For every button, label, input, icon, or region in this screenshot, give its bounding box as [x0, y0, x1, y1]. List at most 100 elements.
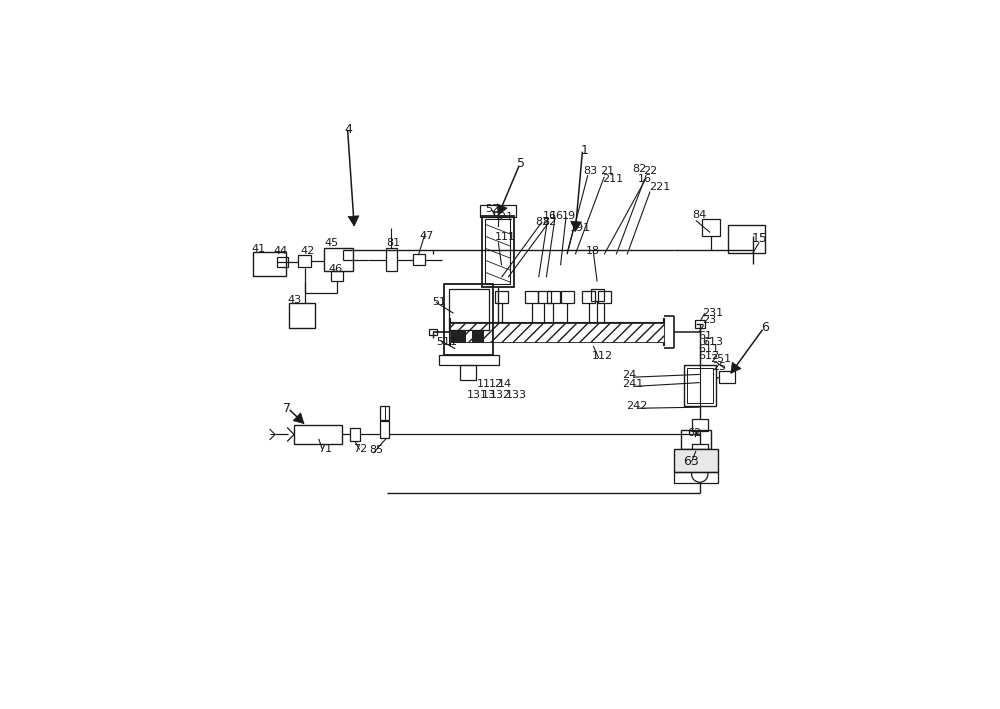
- Text: 511: 511: [436, 337, 457, 347]
- Polygon shape: [731, 362, 741, 374]
- Bar: [495, 291, 508, 303]
- Text: 85: 85: [369, 445, 384, 455]
- Text: 82: 82: [535, 217, 550, 227]
- Bar: [525, 291, 538, 303]
- Bar: [289, 303, 315, 328]
- Text: 612: 612: [698, 352, 719, 362]
- Bar: [451, 330, 466, 342]
- Bar: [386, 247, 397, 271]
- Text: 16: 16: [638, 174, 652, 184]
- Text: 4: 4: [344, 123, 352, 136]
- Bar: [692, 420, 708, 432]
- Text: 25: 25: [712, 362, 726, 372]
- Bar: [687, 367, 713, 403]
- Text: 111: 111: [495, 233, 516, 242]
- Bar: [482, 216, 514, 287]
- Bar: [472, 330, 484, 342]
- Text: 11: 11: [476, 379, 490, 389]
- Bar: [538, 291, 551, 303]
- Bar: [719, 372, 735, 384]
- Bar: [598, 291, 611, 303]
- Text: 131: 131: [467, 390, 488, 400]
- Text: 61: 61: [698, 330, 712, 341]
- Text: 84: 84: [693, 210, 707, 220]
- Text: 52: 52: [485, 204, 499, 214]
- Bar: [449, 289, 489, 330]
- Polygon shape: [497, 203, 507, 215]
- Bar: [695, 320, 705, 328]
- Text: 41: 41: [252, 245, 266, 255]
- Text: 6: 6: [761, 321, 769, 334]
- Text: 21: 21: [600, 166, 614, 176]
- Bar: [582, 291, 595, 303]
- Polygon shape: [571, 221, 582, 231]
- Text: 1: 1: [580, 144, 588, 157]
- Bar: [450, 323, 664, 342]
- Text: 211: 211: [603, 174, 624, 184]
- Text: 47: 47: [420, 231, 434, 241]
- Bar: [277, 257, 288, 267]
- Text: 13: 13: [482, 390, 496, 400]
- Text: 133: 133: [506, 390, 527, 400]
- Text: 15: 15: [752, 233, 767, 245]
- Text: 251: 251: [710, 354, 731, 364]
- Bar: [692, 444, 708, 456]
- Text: 242: 242: [626, 401, 647, 411]
- Text: 611: 611: [698, 345, 719, 354]
- Bar: [380, 421, 389, 438]
- Text: 231: 231: [702, 308, 724, 318]
- Text: 43: 43: [288, 295, 302, 306]
- Bar: [429, 329, 437, 335]
- Text: 241: 241: [622, 379, 643, 389]
- Text: 221: 221: [649, 182, 670, 192]
- Text: 191: 191: [570, 223, 591, 233]
- Bar: [591, 289, 604, 301]
- Bar: [684, 365, 716, 406]
- Bar: [674, 472, 718, 483]
- Text: 62: 62: [687, 428, 701, 438]
- Bar: [702, 219, 720, 236]
- Text: 45: 45: [324, 238, 338, 248]
- Text: 5: 5: [517, 157, 525, 170]
- Text: 16: 16: [550, 211, 564, 220]
- Bar: [324, 247, 353, 271]
- Text: 46: 46: [328, 264, 342, 274]
- Text: 132: 132: [490, 390, 511, 400]
- Text: 12: 12: [488, 379, 503, 389]
- Polygon shape: [348, 216, 359, 226]
- Bar: [294, 425, 342, 445]
- Text: 51: 51: [432, 297, 446, 307]
- Bar: [413, 255, 425, 265]
- Bar: [444, 284, 493, 355]
- Bar: [460, 365, 476, 381]
- Bar: [350, 428, 360, 441]
- Text: 521: 521: [492, 212, 513, 222]
- Bar: [728, 225, 765, 253]
- Bar: [547, 291, 560, 303]
- Text: 24: 24: [622, 370, 636, 380]
- Bar: [298, 255, 311, 267]
- Text: 63: 63: [683, 455, 699, 468]
- Text: 83: 83: [583, 166, 598, 176]
- Text: 82: 82: [542, 217, 556, 227]
- Bar: [485, 219, 510, 284]
- Text: 44: 44: [273, 246, 288, 256]
- Text: 7: 7: [283, 402, 291, 415]
- Text: 72: 72: [353, 445, 367, 454]
- Bar: [674, 450, 718, 472]
- Text: 18: 18: [586, 246, 600, 256]
- Bar: [331, 271, 343, 281]
- Text: 112: 112: [592, 352, 613, 362]
- Text: 22: 22: [644, 166, 658, 176]
- Bar: [253, 252, 286, 277]
- Text: 16: 16: [543, 211, 557, 220]
- Bar: [561, 291, 574, 303]
- Polygon shape: [293, 413, 304, 423]
- Bar: [480, 205, 516, 217]
- Text: 81: 81: [386, 238, 400, 248]
- Text: 82: 82: [633, 164, 647, 174]
- Bar: [380, 406, 389, 420]
- Bar: [681, 430, 711, 450]
- Text: 23: 23: [702, 316, 717, 325]
- Text: 71: 71: [318, 445, 332, 454]
